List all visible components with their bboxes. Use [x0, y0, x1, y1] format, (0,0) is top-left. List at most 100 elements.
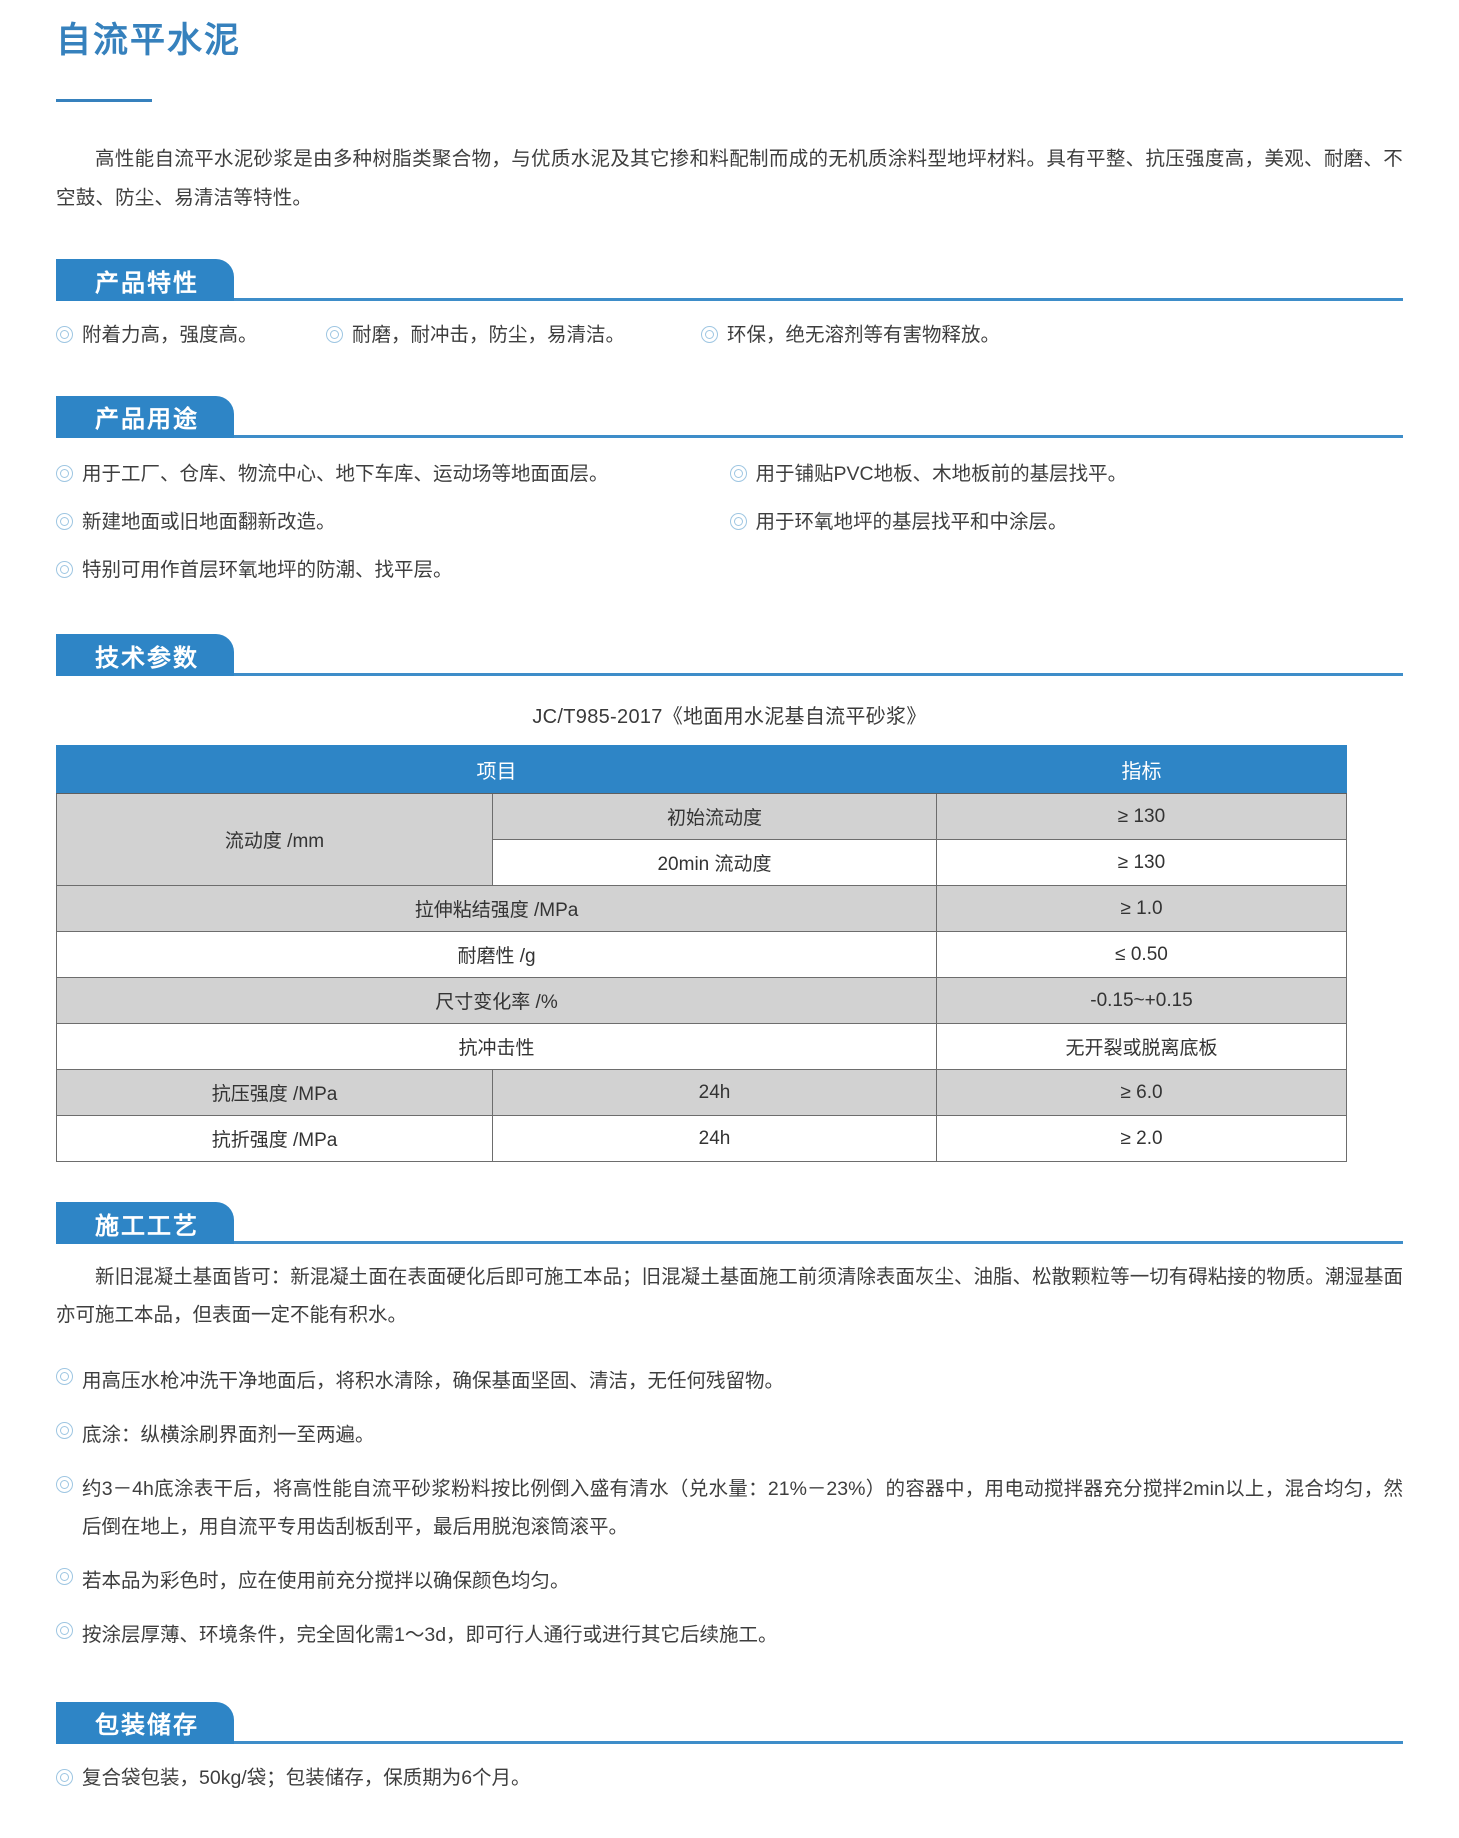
list-item: 复合袋包装，50kg/袋；包装储存，保质期为6个月。 [56, 1758, 1403, 1798]
table-row: 20min 流动度 ≥ 130 [57, 839, 1347, 887]
table-row: 尺寸变化率 /% -0.15~+0.15 [56, 977, 1347, 1025]
table-cell-value: ≤ 0.50 [936, 931, 1347, 979]
table-cell-item: 抗折强度 /MPa [56, 1115, 493, 1163]
list-item: 用高压水枪冲洗干净地面后，将积水清除，确保基面坚固、清洁，无任何残留物。 [56, 1354, 1403, 1408]
list-item-label: 底涂：纵横涂刷界面剂一至两遍。 [82, 1423, 375, 1446]
list-item: 按涂层厚薄、环境条件，完全固化需1～3d，即可行人通行或进行其它后续施工。 [56, 1608, 1403, 1662]
standard-reference: JC/T985-2017《地面用水泥基自流平砂浆》 [532, 706, 927, 729]
list-item-label: 若本品为彩色时，应在使用前充分搅拌以确保颜色均匀。 [82, 1569, 570, 1592]
table-cell-sub: 24h [492, 1069, 937, 1117]
table-row: 流动度 /mm 初始流动度 ≥ 130 [56, 793, 1347, 887]
table-cell-value: ≥ 2.0 [936, 1115, 1347, 1163]
list-item: 环保，绝无溶剂等有害物释放。 [701, 315, 1403, 355]
table-header-index: 指标 [936, 745, 1347, 795]
list-item-label: 特别可用作首层环氧地坪的防潮、找平层。 [82, 559, 453, 582]
table-cell-sub: 20min 流动度 [492, 839, 937, 887]
double-circle-bullet-icon [56, 464, 73, 482]
list-item: 若本品为彩色时，应在使用前充分搅拌以确保颜色均匀。 [56, 1554, 1403, 1608]
table-row: 拉伸粘结强度 /MPa ≥ 1.0 [56, 885, 1347, 933]
table-cell-item: 抗冲击性 [56, 1023, 937, 1071]
double-circle-bullet-icon [729, 464, 747, 482]
list-item: 用于环氧地坪的基层找平和中涂层。 [729, 498, 1404, 546]
list-item-label: 复合袋包装，50kg/袋；包装储存，保质期为6个月。 [82, 1766, 531, 1789]
section-header-tech: 技术参数 [56, 634, 1403, 677]
table-cell-sub: 24h [492, 1115, 937, 1163]
section-rule [56, 673, 1403, 677]
section-tag-uses: 产品用途 [56, 395, 234, 438]
section-tag-features: 产品特性 [56, 259, 234, 302]
list-item-label: 用于铺贴PVC地板、木地板前的基层找平。 [755, 462, 1128, 485]
list-item: 新建地面或旧地面翻新改造。 [56, 498, 730, 546]
list-item-label: 新建地面或旧地面翻新改造。 [82, 510, 336, 533]
title-underline [56, 98, 152, 102]
list-item-label: 用于工厂、仓库、物流中心、地下车库、运动场等地面面层。 [82, 462, 609, 485]
double-circle-bullet-icon [56, 1768, 73, 1786]
list-item-label: 按涂层厚薄、环境条件，完全固化需1～3d，即可行人通行或进行其它后续施工。 [82, 1623, 778, 1646]
section-features: 产品特性 附着力高，强度高。 耐磨，耐冲击，防尘，易清洁。 环保，绝无溶剂等有害… [56, 259, 1403, 355]
page-title: 自流平水泥 [56, 21, 242, 60]
table-cell-value: ≥ 130 [936, 839, 1347, 887]
section-header-process: 施工工艺 [56, 1202, 1403, 1245]
section-uses: 产品用途 用于工厂、仓库、物流中心、地下车库、运动场等地面面层。 新建地面或旧地… [56, 395, 1403, 595]
table-cell-value: ≥ 1.0 [936, 885, 1347, 933]
table-cell-item: 抗压强度 /MPa [56, 1069, 493, 1117]
list-item: 特别可用作首层环氧地坪的防潮、找平层。 [56, 546, 730, 594]
section-rule [56, 1740, 1403, 1744]
list-item: 用于铺贴PVC地板、木地板前的基层找平。 [729, 450, 1404, 498]
table-row: 耐磨性 /g ≤ 0.50 [56, 931, 1347, 979]
section-rule [56, 1241, 1403, 1245]
double-circle-bullet-icon [56, 1567, 73, 1585]
uses-column-right: 用于铺贴PVC地板、木地板前的基层找平。 用于环氧地坪的基层找平和中涂层。 [729, 450, 1404, 595]
section-tech: 技术参数 JC/T985-2017《地面用水泥基自流平砂浆》 项目 指标 流动度… [56, 634, 1403, 1163]
uses-column-left: 用于工厂、仓库、物流中心、地下车库、运动场等地面面层。 新建地面或旧地面翻新改造… [56, 450, 730, 595]
table-cell-item: 尺寸变化率 /% [56, 977, 937, 1025]
table-row: 抗折强度 /MPa 24h ≥ 2.0 [56, 1115, 1347, 1163]
intro-paragraph: 高性能自流平水泥砂浆是由多种树脂类聚合物，与优质水泥及其它掺和料配制而成的无机质… [56, 147, 1403, 210]
double-circle-bullet-icon [56, 326, 73, 344]
table-cell-sub: 初始流动度 [492, 793, 937, 841]
features-list: 附着力高，强度高。 耐磨，耐冲击，防尘，易清洁。 环保，绝无溶剂等有害物释放。 [56, 315, 1403, 355]
section-tag-process: 施工工艺 [56, 1202, 234, 1245]
section-rule [56, 298, 1403, 302]
process-paragraph: 新旧混凝土基面皆可：新混凝土面在表面硬化后即可施工本品；旧混凝土基面施工前须清除… [56, 1266, 1403, 1327]
double-circle-bullet-icon [56, 1367, 73, 1385]
table-cell-value: ≥ 130 [936, 793, 1347, 841]
table-cell-item: 拉伸粘结强度 /MPa [56, 885, 937, 933]
table-header-item: 项目 [56, 745, 937, 795]
section-header-features: 产品特性 [56, 259, 1403, 302]
uses-list: 用于工厂、仓库、物流中心、地下车库、运动场等地面面层。 新建地面或旧地面翻新改造… [56, 450, 1403, 595]
table-header-row: 项目 指标 [56, 745, 1347, 795]
list-item: 底涂：纵横涂刷界面剂一至两遍。 [56, 1408, 1403, 1462]
double-circle-bullet-icon [56, 1621, 73, 1639]
list-item-label: 环保，绝无溶剂等有害物释放。 [727, 324, 1001, 347]
process-list: 用高压水枪冲洗干净地面后，将积水清除，确保基面坚固、清洁，无任何残留物。 底涂：… [56, 1354, 1403, 1662]
table-row: 抗冲击性 无开裂或脱离底板 [56, 1023, 1347, 1071]
list-item: 约3－4h底涂表干后，将高性能自流平砂浆粉料按比例倒入盛有清水（兑水量：21%－… [56, 1462, 1403, 1554]
table-cell-value: -0.15~+0.15 [936, 977, 1347, 1025]
section-rule [56, 434, 1403, 438]
list-item-label: 附着力高，强度高。 [82, 324, 258, 347]
double-circle-bullet-icon [701, 326, 718, 344]
double-circle-bullet-icon [326, 326, 343, 344]
double-circle-bullet-icon [56, 561, 73, 579]
list-item-label: 用于环氧地坪的基层找平和中涂层。 [755, 510, 1068, 533]
table-cell-group: 流动度 /mm [56, 793, 493, 887]
list-item: 耐磨，耐冲击，防尘，易清洁。 [326, 315, 701, 355]
double-circle-bullet-icon [729, 512, 747, 530]
section-process: 施工工艺 新旧混凝土基面皆可：新混凝土面在表面硬化后即可施工本品；旧混凝土基面施… [56, 1202, 1403, 1662]
list-item-label: 用高压水枪冲洗干净地面后，将积水清除，确保基面坚固、清洁，无任何残留物。 [82, 1369, 785, 1392]
list-item: 用于工厂、仓库、物流中心、地下车库、运动场等地面面层。 [56, 450, 730, 498]
table-cell-value: ≥ 6.0 [936, 1069, 1347, 1117]
section-tag-tech: 技术参数 [56, 634, 234, 677]
tech-parameters-table: 项目 指标 流动度 /mm 初始流动度 ≥ 130 20min 流动度 ≥ 13… [56, 745, 1347, 1163]
table-body: 流动度 /mm 初始流动度 ≥ 130 20min 流动度 ≥ 130 拉伸粘结… [56, 793, 1347, 1163]
table-cell-value: 无开裂或脱离底板 [936, 1023, 1347, 1071]
section-header-uses: 产品用途 [56, 395, 1403, 438]
list-item-label: 约3－4h底涂表干后，将高性能自流平砂浆粉料按比例倒入盛有清水（兑水量：21%－… [82, 1477, 1403, 1538]
list-item-label: 耐磨，耐冲击，防尘，易清洁。 [352, 324, 626, 347]
list-item: 附着力高，强度高。 [56, 315, 326, 355]
section-packaging: 包装储存 复合袋包装，50kg/袋；包装储存，保质期为6个月。 [56, 1701, 1403, 1798]
section-header-packaging: 包装储存 [56, 1701, 1403, 1744]
section-tag-packaging: 包装储存 [56, 1701, 234, 1744]
